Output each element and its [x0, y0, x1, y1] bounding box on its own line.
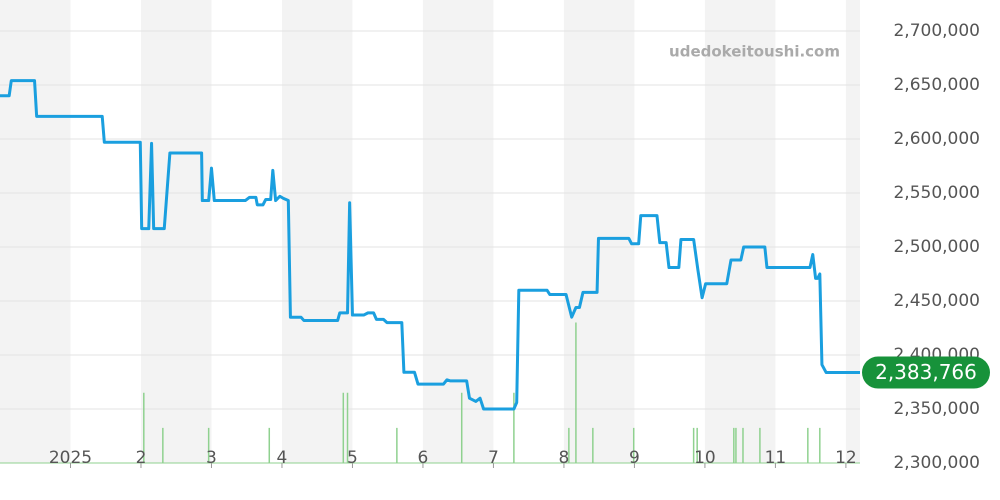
y-tick-label: 2,450,000 [893, 291, 980, 311]
y-tick-label: 2,650,000 [893, 75, 980, 95]
x-tick-label: 2 [136, 448, 147, 468]
x-tick-label: 5 [347, 448, 358, 468]
x-tick-label: 12 [835, 448, 857, 468]
y-tick-label: 2,550,000 [893, 183, 980, 203]
x-tick-label: 2025 [49, 448, 92, 468]
y-tick-label: 2,350,000 [893, 399, 980, 419]
y-tick-label: 2,700,000 [893, 21, 980, 41]
x-tick-label: 9 [629, 448, 640, 468]
month-band [422, 0, 494, 463]
x-tick-label: 8 [559, 448, 570, 468]
month-band [281, 0, 353, 463]
x-tick-label: 3 [206, 448, 217, 468]
x-tick-label: 6 [418, 448, 429, 468]
price-line [0, 79, 860, 411]
month-band [563, 0, 635, 463]
x-tick-label: 10 [694, 448, 716, 468]
y-tick-label: 2,300,000 [893, 453, 980, 473]
current-price-label: 2,383,766 [875, 360, 977, 384]
y-tick-label: 2,500,000 [893, 237, 980, 257]
x-tick-label: 11 [765, 448, 787, 468]
month-band [0, 0, 71, 463]
month-band [140, 0, 212, 463]
plot: 2,300,0002,350,0002,400,0002,450,0002,50… [0, 21, 990, 473]
y-tick-label: 2,600,000 [893, 129, 980, 149]
month-band [704, 0, 776, 463]
watermark: udedokeitoushi.com [669, 43, 840, 61]
x-tick-label: 7 [488, 448, 499, 468]
month-band [845, 0, 860, 463]
x-tick-label: 4 [277, 448, 288, 468]
current-price-badge [862, 356, 990, 389]
volume [0, 322, 860, 464]
bands [0, 0, 860, 463]
